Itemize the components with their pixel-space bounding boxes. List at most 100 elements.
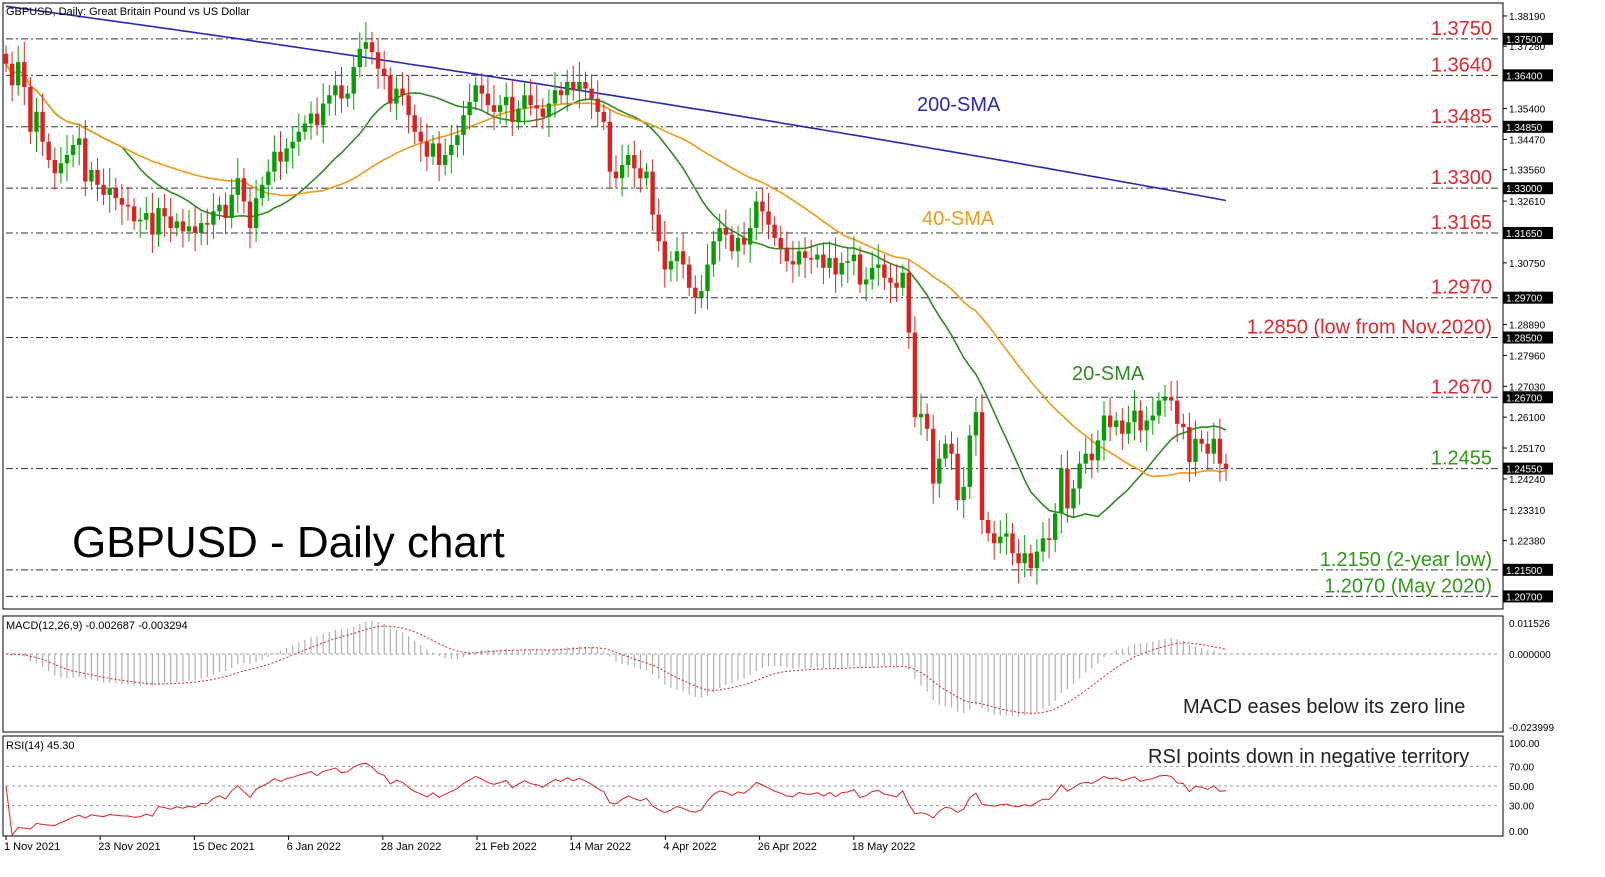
candle-body <box>375 52 381 69</box>
candle <box>357 32 362 78</box>
time-tick-label: 14 Mar 2022 <box>569 841 631 853</box>
time-tick-label: 23 Nov 2021 <box>98 841 160 853</box>
candle <box>1156 392 1162 424</box>
candle-body <box>211 211 216 225</box>
level-price-tag-text: 1.29700 <box>1506 294 1543 305</box>
candle <box>467 83 472 130</box>
candle-body <box>839 262 844 275</box>
candle-body <box>1046 538 1052 540</box>
candle-body <box>1022 553 1027 564</box>
candle-body <box>28 86 33 132</box>
price-tick-label: 1.32610 <box>1509 197 1546 208</box>
candle <box>998 520 1003 554</box>
candle-body <box>632 155 637 169</box>
candle-body <box>833 257 838 275</box>
candle-body <box>473 85 478 102</box>
candle-body <box>406 95 411 116</box>
level-label: 1.2850 (low from Nov.2020) <box>1247 317 1492 339</box>
candle <box>821 242 826 285</box>
level-price-tag-text: 1.28500 <box>1506 334 1543 345</box>
candle <box>851 236 857 276</box>
level-label: 1.3750 <box>1431 18 1492 40</box>
rsi-tick-label: 70.00 <box>1509 762 1534 773</box>
candle <box>882 254 887 291</box>
candle-body <box>253 198 259 229</box>
candle-body <box>748 228 753 245</box>
candle <box>845 246 850 284</box>
candle <box>1199 430 1204 453</box>
candle <box>449 124 454 174</box>
candle <box>1205 431 1210 470</box>
level-price-tag: 1.36400 <box>1503 69 1553 82</box>
candle <box>674 236 680 282</box>
level-price-tag-box <box>1503 120 1553 133</box>
candle-body <box>851 254 857 262</box>
candle-body <box>168 216 173 229</box>
rsi-panel-frame <box>2 735 1504 837</box>
candle-body <box>528 95 533 106</box>
candle-body <box>955 453 960 501</box>
candle-body <box>89 169 94 182</box>
candle <box>1126 405 1131 445</box>
candle-body <box>3 53 9 64</box>
candle <box>333 71 338 116</box>
candle <box>656 198 661 252</box>
candle <box>64 134 70 182</box>
candle <box>22 41 27 106</box>
candle-body <box>1132 410 1137 423</box>
candle-body <box>180 221 186 232</box>
level-price-tag: 1.26700 <box>1503 391 1553 404</box>
candle-body <box>491 105 497 112</box>
candle <box>680 232 686 279</box>
candle <box>363 21 369 68</box>
candle-body <box>125 204 131 207</box>
candle <box>754 191 759 241</box>
candle-body <box>40 111 45 142</box>
candle <box>583 71 588 101</box>
level-label: 1.2150 (2-year low) <box>1320 549 1492 571</box>
time-tick-label: 4 Apr 2022 <box>663 841 716 853</box>
sma40-line <box>5 63 1227 478</box>
candle-body <box>34 111 39 132</box>
time-tick-label: 26 Apr 2022 <box>758 841 817 853</box>
candle <box>796 240 802 277</box>
candle <box>162 193 167 237</box>
candle-body <box>412 115 417 132</box>
candle <box>497 94 503 125</box>
candle-body <box>339 85 344 99</box>
macd-signal-line <box>5 625 1227 714</box>
candle-body <box>174 221 179 229</box>
candle-body <box>150 213 155 235</box>
candle-body <box>95 169 100 185</box>
macd-axis: 0.011526 0.000000 -0.023999 <box>1509 619 1554 734</box>
candle <box>931 414 936 504</box>
candle-body <box>687 264 692 288</box>
candle <box>1034 539 1040 585</box>
level-price-tag: 1.37500 <box>1503 32 1553 46</box>
rsi-tick-label: 100.00 <box>1509 739 1540 750</box>
candle-body <box>1211 438 1216 454</box>
level-price-tag: 1.31650 <box>1503 226 1553 240</box>
candle <box>412 104 417 145</box>
time-tick-label: 21 Feb 2022 <box>475 841 537 853</box>
candle-body <box>809 257 814 260</box>
candle <box>619 144 625 197</box>
candle-body <box>1162 397 1168 401</box>
candle <box>833 237 838 293</box>
candle-body <box>626 155 631 165</box>
level-price-tag: 1.21500 <box>1503 563 1553 577</box>
candle-body <box>436 143 442 165</box>
candle-body <box>83 138 88 182</box>
candle-body <box>369 42 375 53</box>
symbol-label: GBPUSD, Daily: Great Britain Pound vs US… <box>6 6 250 18</box>
sma20-label: 20-SMA <box>1072 363 1145 385</box>
candle-body <box>186 226 192 232</box>
candle-body <box>388 75 393 104</box>
candle <box>156 197 161 247</box>
candle-body <box>485 93 491 106</box>
candle-body <box>308 113 314 124</box>
candle <box>290 127 295 169</box>
candle-body <box>1126 422 1131 434</box>
candle <box>131 198 137 230</box>
candle-body <box>540 108 545 117</box>
